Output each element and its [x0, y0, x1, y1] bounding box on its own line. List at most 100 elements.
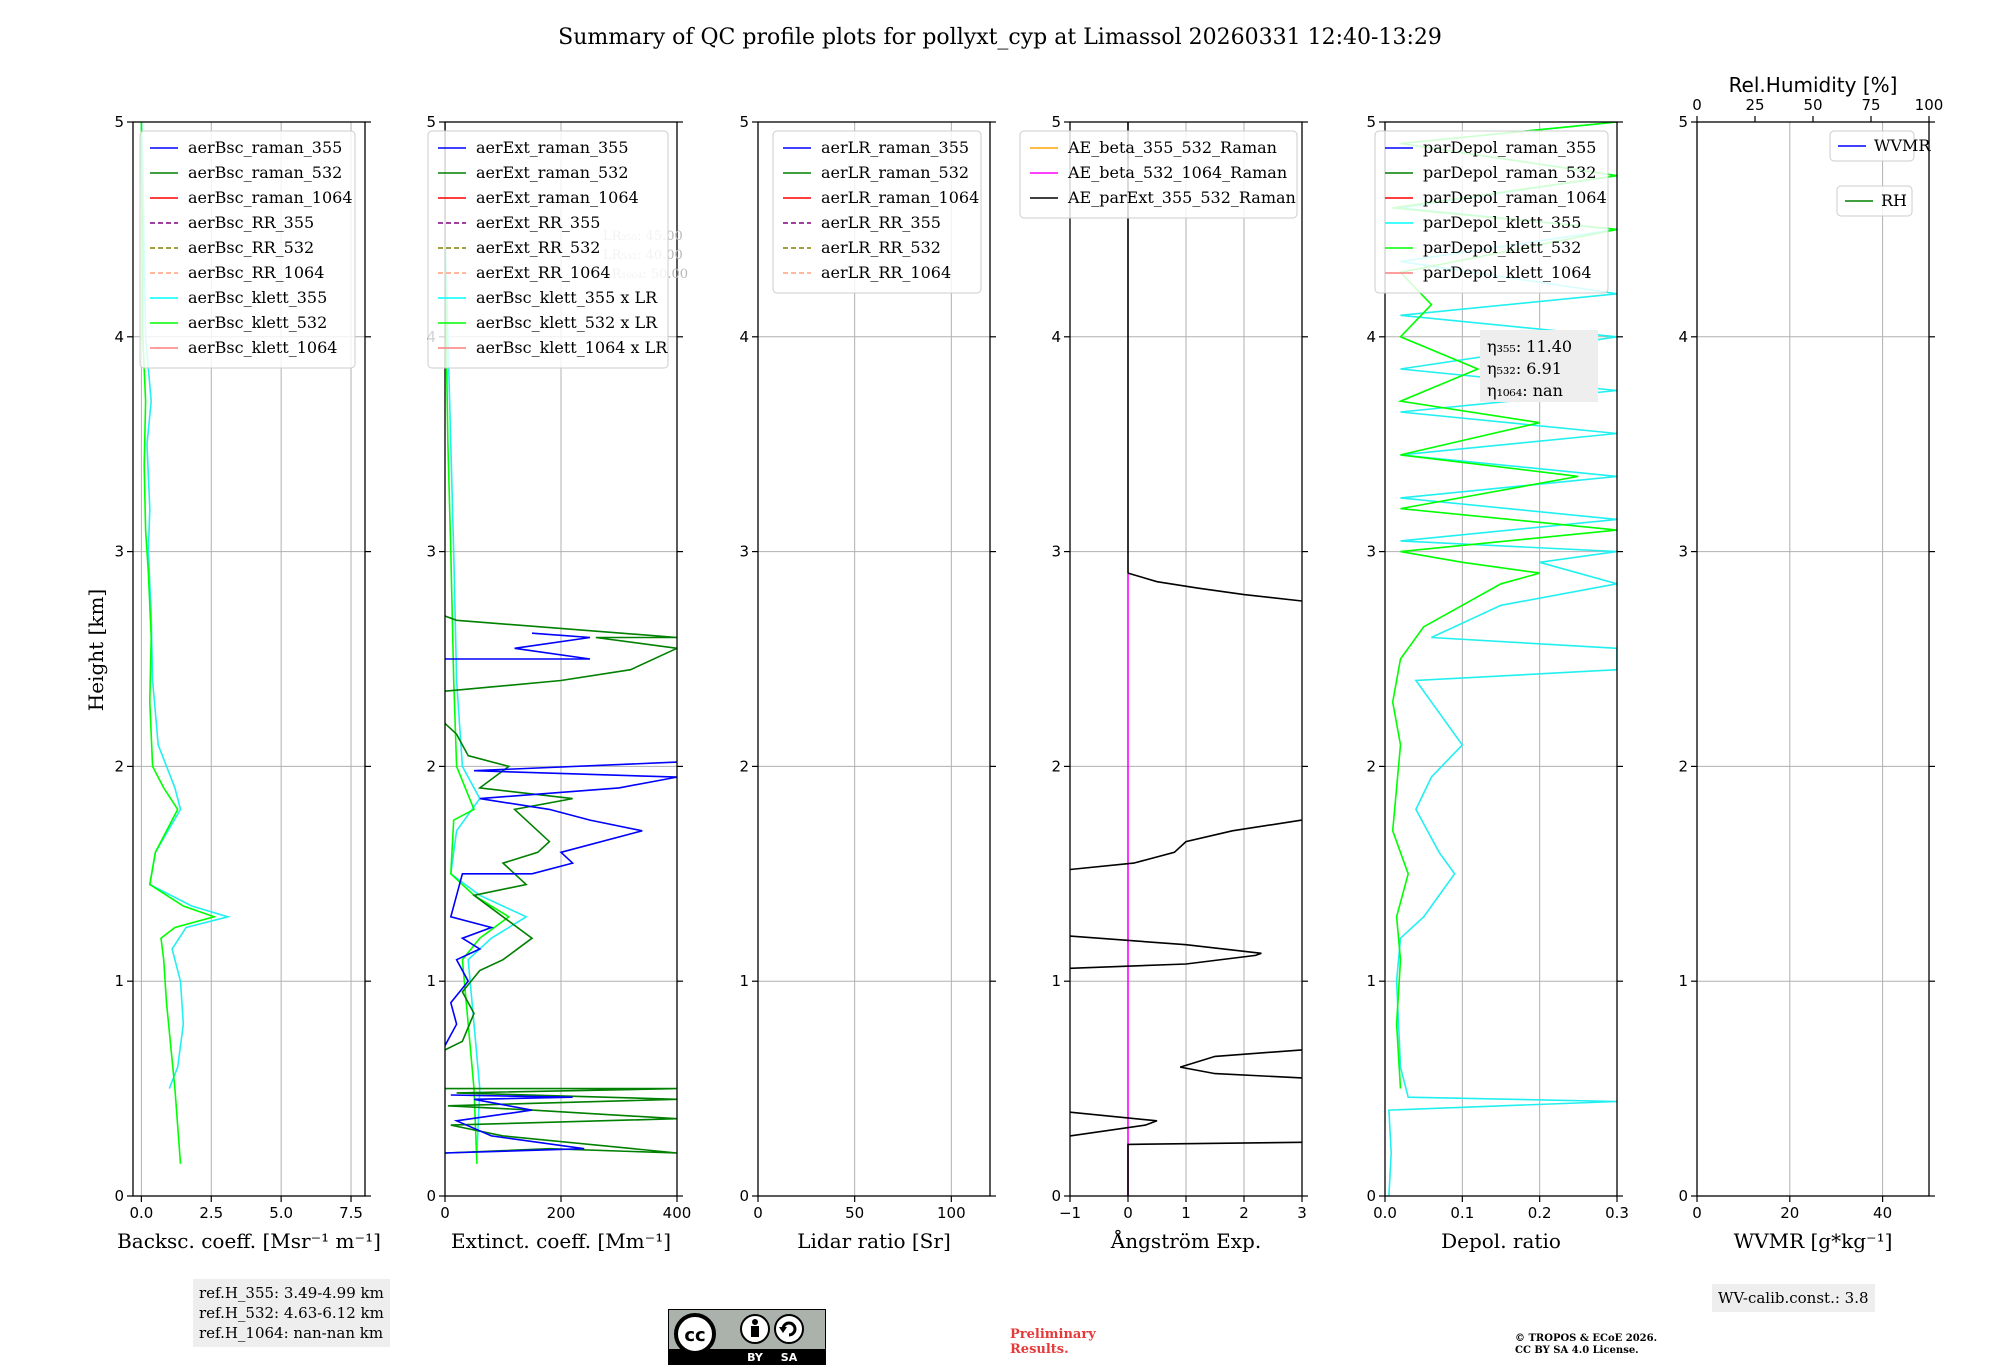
legend-label: aerExt_raman_532: [476, 163, 629, 182]
x-tick-label: 2.5: [199, 1204, 223, 1222]
cc-icon: [674, 1313, 716, 1355]
x-tick-label: 3: [1297, 1204, 1307, 1222]
ref-height-box: ref.H_355: 3.49-4.99 km ref.H_532: 4.63-…: [193, 1279, 390, 1347]
legend-label: aerExt_raman_1064: [476, 188, 639, 207]
series-line-AE_parExt_355_532_Raman: [1070, 935, 1262, 970]
legend-label: aerLR_RR_355: [821, 213, 941, 232]
legend: parDepol_raman_355 parDepol_raman_532 parD…: [1374, 130, 1609, 294]
y-tick-label: 5: [1678, 113, 1688, 131]
y-tick-label: 3: [426, 543, 436, 561]
y-tick-label: 2: [426, 757, 436, 775]
preliminary-line-1: Preliminary: [1010, 1327, 1096, 1342]
y-tick-label: 4: [114, 328, 124, 346]
y-tick-label: 0: [114, 1187, 124, 1205]
figure-title: Summary of QC profile plots for pollyxt_…: [558, 25, 1442, 50]
wv-calib-text: WV-calib.const.: 3.8: [1718, 1289, 1869, 1307]
series-line-aerExt_raman_355: [445, 1094, 585, 1154]
x-tick-label: 20: [1780, 1204, 1799, 1222]
legend-label: aerBsc_RR_1064: [188, 263, 324, 282]
y-tick-label: 0: [426, 1187, 436, 1205]
eta-label: η₁₀₆₄: nan: [1487, 381, 1563, 400]
axes-frame: [757, 121, 991, 1197]
top-x-axis-label: Rel.Humidity [%]: [1729, 73, 1898, 97]
legend-label: aerBsc_klett_355: [188, 288, 327, 307]
y-tick-label: 2: [1051, 757, 1061, 775]
share-alike-icon: [774, 1314, 804, 1344]
by-label: BY: [747, 1351, 764, 1364]
x-tick-label: 0: [440, 1204, 450, 1222]
y-tick-label: 0: [739, 1187, 749, 1205]
y-tick-label: 3: [1051, 543, 1061, 561]
legend-label: aerBsc_raman_355: [188, 138, 342, 157]
axes-frame: [1384, 121, 1618, 1197]
x-axis-label: Depol. ratio: [1441, 1229, 1561, 1253]
series-line-aerBsc_klett_532 x LR: [445, 122, 511, 1164]
legend-label: AE_beta_355_532_Raman: [1067, 138, 1277, 157]
legend-label: AE_parExt_355_532_Raman: [1067, 188, 1296, 207]
x-tick-label: 0: [753, 1204, 763, 1222]
legend-wvmr: WVMR: [1829, 130, 1931, 162]
ref-height-532: ref.H_532: 4.63-6.12 km: [199, 1304, 384, 1322]
legend-label: aerLR_raman_355: [821, 138, 969, 157]
top-x-tick-label: 0: [1692, 96, 1702, 114]
series-line-aerExt_raman_532: [445, 1087, 677, 1154]
preliminary-line-2: Results.: [1010, 1342, 1069, 1357]
top-x-tick-label: 100: [1915, 96, 1944, 114]
y-tick-label: 1: [426, 972, 436, 990]
legend-label: aerExt_RR_1064: [476, 263, 611, 282]
legend-label: RH: [1881, 191, 1907, 210]
legend: aerBsc_raman_355 aerBsc_raman_532 aerBsc_r…: [139, 130, 356, 369]
legend-label: parDepol_klett_1064: [1423, 263, 1592, 282]
panels: 0.0 2.5 5.0 7.5 0 1 2 3 4 5 Backsc. coeff. [Msr⁻¹ …: [114, 73, 1943, 1253]
legend: aerLR_raman_355 aerLR_raman_532 aerLR_rama…: [772, 130, 982, 294]
x-tick-label: 0.3: [1605, 1204, 1629, 1222]
cc-label: cc: [684, 1325, 705, 1346]
series-line-aerExt_raman_355: [445, 761, 677, 1046]
sa-label: SA: [781, 1351, 798, 1364]
x-tick-label: 1: [1181, 1204, 1191, 1222]
legend-label: AE_beta_532_1064_Raman: [1067, 163, 1287, 182]
y-tick-label: 0: [1366, 1187, 1376, 1205]
x-axis-label: Lidar ratio [Sr]: [797, 1229, 951, 1253]
y-tick-label: 4: [1051, 328, 1061, 346]
ref-height-1064: ref.H_1064: nan-nan km: [199, 1324, 384, 1342]
legend-box: [1019, 130, 1298, 219]
wv-calib-box: WV-calib.const.: 3.8: [1712, 1284, 1875, 1312]
y-tick-label: 3: [739, 543, 749, 561]
legend-label: aerExt_raman_355: [476, 138, 629, 157]
series-line-aerBsc_klett_355: [140, 122, 232, 1089]
x-tick-label: 0: [1692, 1204, 1702, 1222]
legend-label: aerBsc_RR_532: [188, 238, 314, 257]
legend: aerExt_raman_355 aerExt_raman_532 aerExt_r…: [427, 130, 669, 369]
eta-label: η₅₃₂: 6.91: [1487, 359, 1562, 378]
legend-label: aerLR_raman_1064: [821, 188, 979, 207]
top-x-tick-label: 50: [1803, 96, 1822, 114]
top-x-tick-label: 75: [1861, 96, 1880, 114]
y-tick-label: 5: [426, 113, 436, 131]
legend-rh: RH: [1836, 185, 1913, 217]
y-tick-label: 2: [1678, 757, 1688, 775]
y-tick-label: 4: [1366, 328, 1376, 346]
eta-box: [1480, 330, 1598, 402]
y-tick-label: 2: [1366, 757, 1376, 775]
x-tick-label: −1: [1059, 1204, 1081, 1222]
panel-lidar-ratio: 0 50 100 0 1 2 3 4 5 Lidar ratio [Sr] aerLR_raman_…: [739, 113, 996, 1253]
legend-label: aerBsc_raman_532: [188, 163, 342, 182]
legend-label: aerBsc_RR_355: [188, 213, 314, 232]
panel-wvmr: 0 20 40 0 1 2 3 4 5 WVMR [g*kg⁻¹] 0 25 50 75 100 Rel.Hu…: [1678, 73, 1943, 1253]
x-tick-label: 0.1: [1450, 1204, 1474, 1222]
copyright-note: © TROPOS & ECoE 2026. CC BY SA 4.0 Licen…: [1515, 1333, 1657, 1357]
series-line-AE_parExt_355_532_Raman: [1070, 819, 1302, 871]
legend-label: parDepol_klett_355: [1423, 213, 1581, 232]
x-tick-label: 2: [1239, 1204, 1249, 1222]
legend-label: WVMR: [1874, 136, 1931, 155]
y-tick-label: 1: [1678, 972, 1688, 990]
y-tick-label: 5: [114, 113, 124, 131]
series-line-aerExt_raman_532: [445, 615, 677, 692]
y-tick-label: 4: [1678, 328, 1688, 346]
legend-box: [772, 130, 982, 294]
y-tick-label: 5: [739, 113, 749, 131]
ref-height-355: ref.H_355: 3.49-4.99 km: [199, 1284, 384, 1302]
series-line-aerBsc_klett_532: [140, 122, 217, 1164]
